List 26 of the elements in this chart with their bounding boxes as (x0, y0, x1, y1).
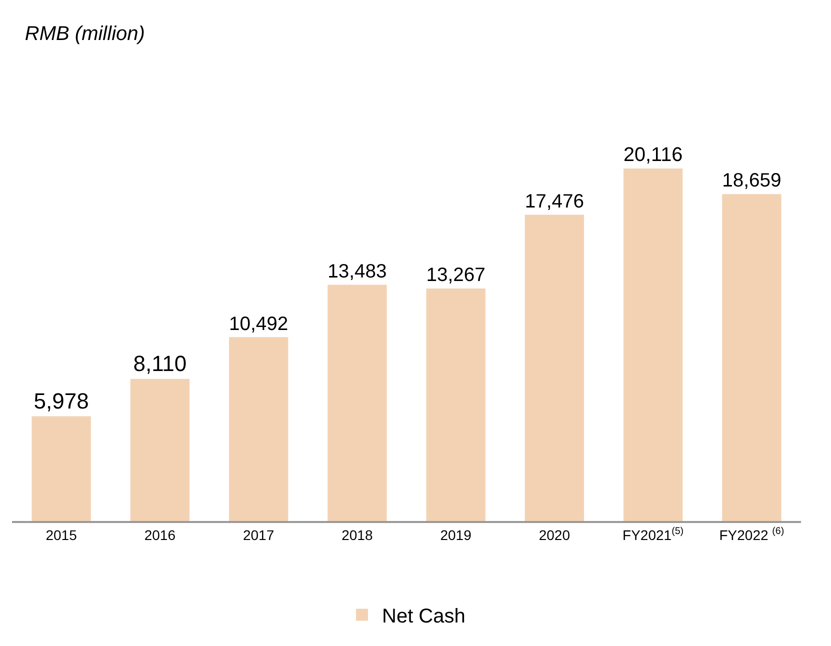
x-tick-label: FY2022 $^{(6)}$ (719, 526, 784, 543)
data-label: 5,978 (34, 388, 89, 414)
bar (328, 284, 387, 521)
bar (623, 168, 683, 521)
bar (228, 337, 288, 521)
x-tick-label: 2015 (46, 526, 78, 543)
bar (426, 288, 486, 521)
x-tick-label: 2020 (538, 526, 570, 543)
x-tick-label: 2018 (342, 526, 373, 543)
data-label: 18,659 (722, 170, 782, 192)
legend-label: Net Cash (382, 606, 466, 628)
data-label: 8,110 (133, 350, 187, 376)
bar (32, 416, 91, 521)
data-label: 20,116 (623, 144, 683, 166)
data-label: 10,492 (229, 312, 288, 335)
chart-title: RMB (million) (24, 22, 145, 45)
bar (722, 194, 782, 521)
data-label: 13,267 (426, 264, 486, 286)
x-tick-label: 2017 (242, 526, 274, 543)
x-tick-label: FY2021$^{(5)}$ (622, 526, 684, 543)
bar (524, 214, 584, 521)
data-label: 13,483 (328, 260, 387, 282)
bar (130, 378, 190, 521)
x-tick-label: 2019 (440, 526, 472, 543)
x-tick-label: 2016 (144, 526, 176, 543)
data-label: 17,476 (524, 190, 584, 212)
